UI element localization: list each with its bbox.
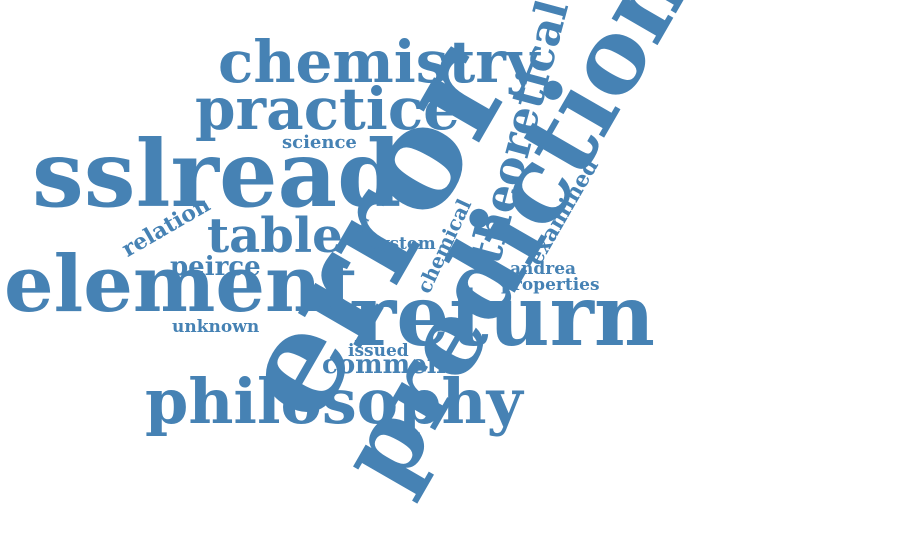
word-properties: properties [501,275,600,295]
word-comment: comment [322,350,458,380]
word-science: science [282,132,357,153]
word-chemistry: chemistry [218,28,540,96]
word-practice: practice [195,75,461,143]
word-philosophy: philosophy [145,365,523,438]
word-issued: issued [348,341,409,361]
word-element: element [4,239,358,330]
word-return: return [352,266,655,365]
word-sslread: sslread [32,120,402,228]
word-table: table [207,208,343,264]
word-andrea: andrea [510,259,577,279]
word-system: system [370,234,436,254]
word-unknown: unknown [172,317,260,337]
word-peirce: peirce [170,252,261,282]
